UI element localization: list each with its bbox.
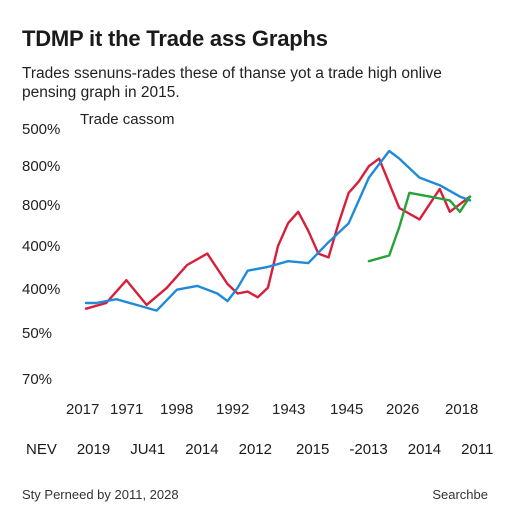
x-tick-label: 2017: [66, 401, 99, 418]
x-tick-label: 1945: [330, 401, 363, 418]
series-line-2: [84, 149, 472, 312]
x-tick-label: 2026: [386, 401, 419, 418]
y-tick-label: 400%: [22, 281, 60, 298]
line-chart: Trade cassom 500% 800% 800% 400% 400% 50% 70% 20…: [22, 111, 478, 418]
x-tick-label: 1998: [160, 401, 193, 418]
footer-source: Sty Perneed by 2011, 2028: [22, 487, 179, 502]
legend-label: NEV: [26, 441, 57, 458]
legend-label: 2015: [296, 441, 330, 458]
y-tick-label: 70%: [22, 371, 52, 388]
chart-legend: NEV 2019 JU41 2014 2012 2015 -2013 2014 2011: [22, 441, 494, 458]
y-tick-label: 500%: [22, 121, 60, 138]
legend-label: 2014: [407, 441, 442, 458]
y-tick-label: 50%: [22, 325, 52, 342]
chart-title: TDMP it the Trade ass Graphs: [22, 26, 328, 51]
y-tick-label: 800%: [22, 158, 60, 175]
legend-label: 2011: [461, 441, 494, 458]
y-tick-label: 800%: [22, 197, 60, 214]
legend-label: 2012: [238, 441, 272, 458]
legend-label: -2013: [349, 441, 388, 458]
legend-label: JU41: [130, 441, 166, 458]
y-tick-label: 400%: [22, 238, 60, 255]
legend-label: 2019: [76, 441, 111, 458]
legend-label: 2014: [185, 441, 219, 458]
chart-inner-label: Trade cassom: [80, 111, 174, 128]
x-tick-label: 1992: [216, 401, 249, 418]
x-tick-label: 1971: [110, 401, 143, 418]
x-tick-label: 1943: [272, 401, 305, 418]
footer-link[interactable]: Searchbe: [432, 487, 488, 502]
series-line-1: [84, 157, 472, 310]
chart-subtitle: Trades ssenuns-rades these of thanse yot…: [22, 65, 442, 101]
series-line-3: [367, 191, 472, 263]
x-tick-label: 2018: [445, 401, 478, 418]
